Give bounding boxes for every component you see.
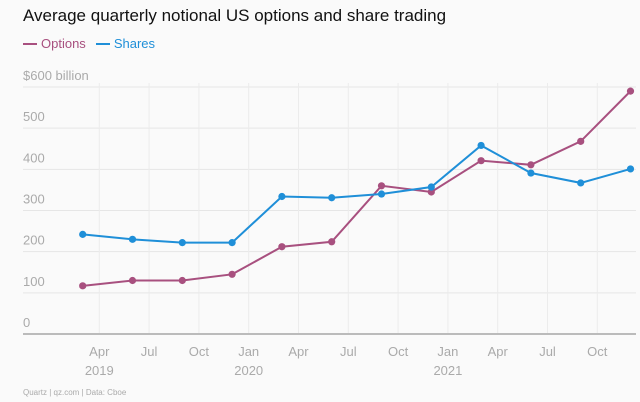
x-tick-label: Apr — [89, 344, 110, 359]
options-line — [82, 90, 632, 287]
shares-point — [178, 239, 186, 247]
y-tick-label: $600 billion — [23, 68, 89, 83]
x-tick-label: Jan — [437, 344, 458, 359]
x-year-label: 2019 — [85, 363, 114, 378]
options-point — [178, 276, 186, 285]
x-year-label: 2021 — [433, 363, 462, 378]
x-year-label: 2020 — [234, 363, 263, 378]
options-point — [577, 137, 585, 145]
x-tick-label: Jul — [539, 344, 556, 359]
y-tick-label: 100 — [23, 274, 45, 289]
shares-point — [278, 192, 286, 201]
x-tick-label: Jul — [141, 344, 158, 359]
shares-point — [377, 190, 386, 198]
shares-line — [82, 144, 631, 244]
shares-swatch — [95, 42, 110, 45]
options-point — [79, 282, 87, 290]
shares-point — [328, 194, 336, 202]
shares-point — [79, 230, 87, 238]
x-tick-label: Apr — [488, 344, 509, 359]
y-tick-label: 0 — [23, 315, 30, 330]
y-tick-label: 500 — [23, 109, 45, 124]
shares-point — [626, 165, 635, 173]
shares-point — [577, 179, 585, 187]
y-tick-label: 400 — [23, 150, 45, 165]
shares-point — [228, 239, 236, 247]
options-point — [477, 157, 485, 165]
legend: Options Shares — [23, 36, 155, 51]
shares-point — [427, 183, 435, 191]
options-point — [228, 270, 236, 278]
options-point — [128, 276, 137, 285]
y-tick-label: 200 — [23, 233, 45, 248]
source-note: Quartz | qz.com | Data: Cboe — [23, 388, 127, 397]
options-point — [427, 188, 435, 196]
x-tick-label: Jul — [340, 344, 357, 359]
shares-point — [477, 141, 485, 150]
legend-label-options: Options — [41, 36, 86, 51]
chart-title: Average quarterly notional US options an… — [23, 6, 447, 25]
options-point — [328, 238, 336, 246]
y-tick-label: 300 — [23, 192, 45, 207]
options-point — [527, 161, 535, 169]
x-tick-label: Apr — [288, 344, 309, 359]
legend-item-options: Options — [23, 36, 86, 51]
x-tick-label: Oct — [587, 344, 608, 359]
x-tick-label: Oct — [388, 344, 409, 359]
options-swatch — [23, 42, 37, 45]
legend-item-shares: Shares — [95, 36, 156, 51]
x-tick-label: Oct — [189, 344, 210, 359]
options-point — [626, 87, 635, 95]
shares-point — [128, 235, 137, 243]
x-tick-label: Jan — [238, 344, 259, 359]
options-point — [278, 243, 286, 251]
legend-label-shares: Shares — [113, 36, 156, 51]
shares-point — [527, 169, 535, 177]
options-point — [377, 182, 386, 190]
